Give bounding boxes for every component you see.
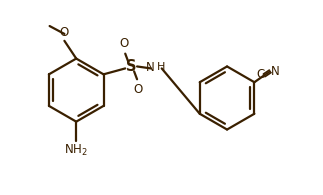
Text: NH$_2$: NH$_2$ <box>64 143 88 159</box>
Text: H: H <box>157 62 165 72</box>
Text: O: O <box>120 37 129 50</box>
Text: C: C <box>256 68 264 81</box>
Text: N: N <box>271 65 280 78</box>
Text: O: O <box>133 83 143 96</box>
Text: O: O <box>60 26 69 39</box>
Text: S: S <box>126 59 136 74</box>
Text: N: N <box>146 61 155 74</box>
